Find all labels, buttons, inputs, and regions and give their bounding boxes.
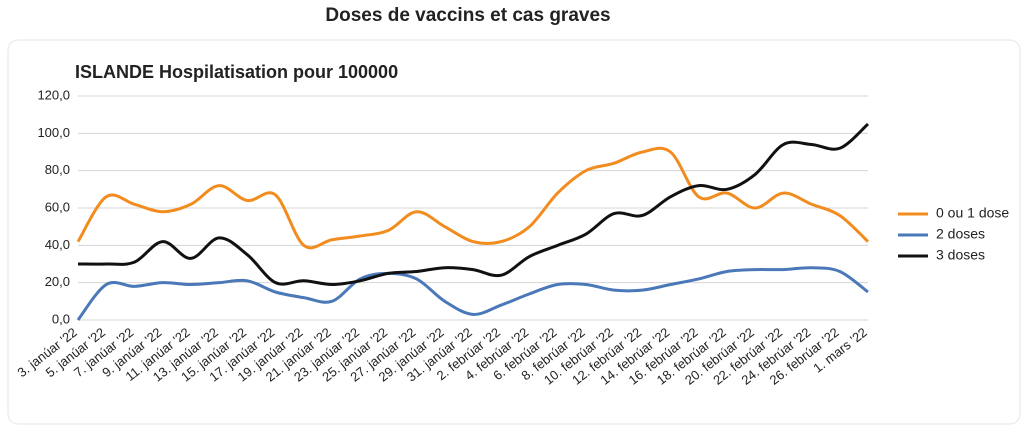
page-title: Doses de vaccins et cas graves [325,5,610,26]
series-line [77,122,870,287]
y-tick-label: 0,0 [52,311,70,326]
y-tick-label: 100,0 [37,125,70,140]
y-tick-label: 60,0 [45,199,70,214]
legend-label: 2 doses [936,226,985,242]
legend-label: 3 doses [936,247,985,263]
series-line [76,146,870,250]
y-tick-label: 40,0 [45,237,70,252]
y-tick-label: 20,0 [45,274,70,289]
chart-frame [7,39,1021,425]
legend-label: 0 ou 1 dose [936,205,1009,221]
y-tick-label: 80,0 [45,162,70,177]
series-line [76,266,869,321]
chart-title: ISLANDE Hospilatisation pour 100000 [75,62,398,82]
y-tick-label: 120,0 [37,87,70,102]
